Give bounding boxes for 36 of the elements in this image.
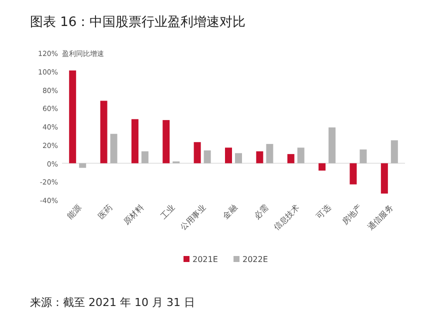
- x-tick-label: 房地产: [340, 203, 364, 226]
- bar: [380, 163, 388, 194]
- bar: [100, 100, 108, 164]
- x-tick-label: 信息技术: [272, 203, 302, 232]
- bar: [110, 134, 118, 164]
- bar: [162, 120, 170, 164]
- bar: [350, 163, 357, 184]
- x-tick-label: 金融: [221, 203, 239, 221]
- legend-label: 2021E: [192, 255, 218, 264]
- bar: [256, 151, 264, 164]
- bar: [235, 153, 242, 164]
- legend-label: 2022E: [242, 255, 268, 264]
- chart-title: 图表 16：中国股票行业盈利增速对比: [30, 15, 246, 30]
- x-tick-label: 原材料: [122, 203, 146, 226]
- bar: [360, 149, 367, 164]
- bar: [266, 144, 274, 164]
- bar: [141, 151, 148, 164]
- bar: [225, 148, 232, 164]
- bar: [328, 127, 336, 164]
- x-tick-label: 公用事业: [178, 203, 208, 232]
- x-tick-label: 能源: [65, 203, 84, 221]
- bar: [390, 140, 398, 164]
- x-tick-label: 通信服务: [366, 203, 395, 232]
- bar: [287, 154, 294, 164]
- bar: [204, 150, 211, 164]
- x-tick-label: 工业: [158, 203, 177, 221]
- bar: [318, 163, 326, 171]
- bar: [131, 119, 138, 164]
- x-tick-label: 必需: [252, 203, 270, 221]
- bar: [69, 70, 76, 164]
- x-tick-label: 医药: [96, 203, 114, 221]
- source-note: 来源：截至 2021 年 10 月 31 日: [30, 296, 195, 309]
- x-tick-label: 可选: [314, 203, 332, 221]
- bar: [79, 163, 86, 168]
- bar: [194, 142, 201, 164]
- bar: [297, 148, 304, 164]
